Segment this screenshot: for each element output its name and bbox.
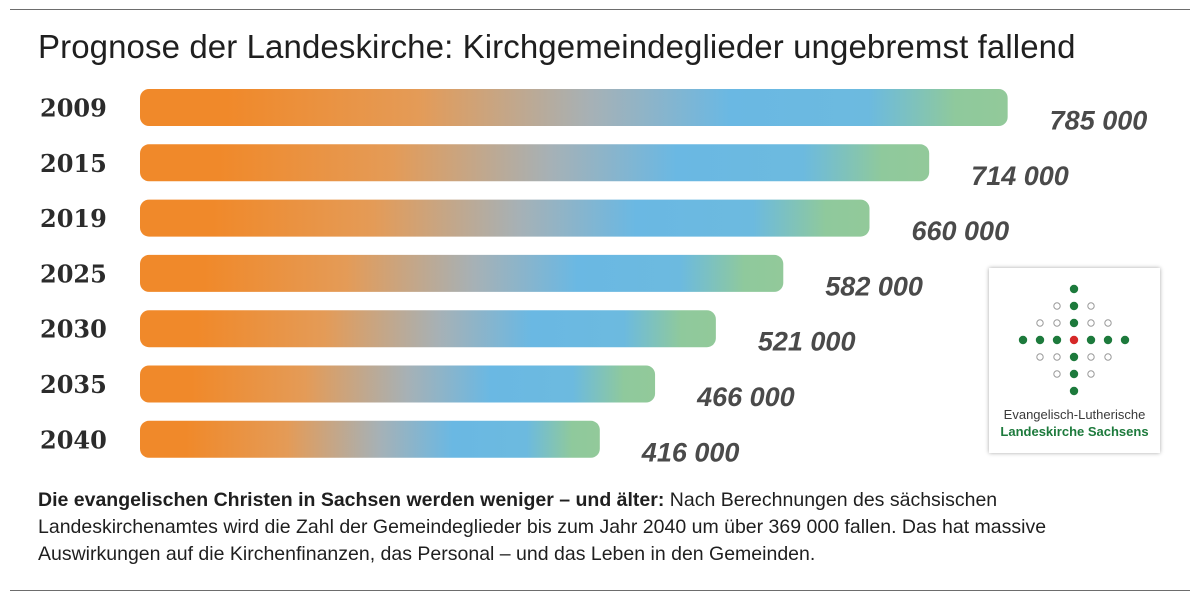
value-label-2040: 416 000 (641, 437, 740, 467)
bar-2025 (140, 254, 784, 292)
value-label-2019: 660 000 (911, 216, 1009, 246)
logo-dot (1087, 353, 1095, 361)
bar-2009 (140, 89, 1008, 126)
logo-dot (1086, 335, 1096, 345)
year-label-2015: 2015 (40, 149, 107, 178)
logo-dot (1053, 319, 1061, 327)
logo-dot (1069, 301, 1079, 311)
logo-dot (1053, 370, 1061, 378)
caption-lead: Die evangelischen Christen in Sachsen we… (38, 489, 665, 511)
logo-dot (1069, 386, 1079, 396)
logo-dot (1087, 370, 1095, 378)
logo-dot (1036, 319, 1044, 327)
year-label-2025: 2025 (40, 259, 107, 288)
bottom-rule (10, 590, 1190, 591)
year-label-2040: 2040 (40, 425, 107, 454)
top-rule (10, 9, 1190, 10)
logo-dot (1069, 352, 1079, 362)
logo-dot (1052, 335, 1062, 345)
logo-dot (1120, 335, 1130, 345)
bar-2035 (140, 365, 656, 403)
caption-body: Nach Berechnungen des sächsischen Landes… (38, 489, 1047, 565)
logo-dot (1103, 335, 1113, 345)
value-label-2030: 521 000 (758, 327, 856, 357)
logo-text-line1: Evangelisch-Lutherische (1003, 407, 1146, 422)
logo-dot (1087, 319, 1095, 327)
logo-dot (1036, 353, 1044, 361)
year-label-2035: 2035 (40, 370, 107, 399)
value-label-2015: 714 000 (971, 161, 1069, 191)
cross-dots-emblem (1018, 284, 1130, 396)
logo-dot (1069, 284, 1079, 294)
year-label-2030: 2030 (40, 315, 107, 344)
bar-2019 (140, 199, 870, 237)
logo-dot (1069, 318, 1079, 328)
logo-dot (1104, 319, 1112, 327)
logo-dot (1087, 302, 1095, 310)
chart-title: Prognose der Landeskirche: Kirchgemeinde… (38, 28, 1076, 65)
logo-dot (1035, 335, 1045, 345)
year-label-2009: 2009 (40, 94, 107, 123)
bar-chart: 2009 785 000 2015 714 000 2019 660 000 2025 582… (40, 89, 1148, 467)
year-label-2019: 2019 (40, 204, 107, 233)
logo-dot (1104, 353, 1112, 361)
logo-dot (1069, 369, 1079, 379)
bar-2030 (140, 310, 716, 348)
logo-text-line2: Landeskirche Sachsens (1000, 424, 1149, 439)
church-logo: Evangelisch-Lutherische Landeskirche Sac… (989, 268, 1160, 453)
bar-2015 (140, 144, 930, 182)
value-label-2009: 785 000 (1050, 106, 1148, 136)
value-label-2035: 466 000 (696, 382, 795, 412)
logo-center-dot (1069, 335, 1079, 345)
logo-dot (1018, 335, 1028, 345)
caption: Die evangelischen Christen in Sachsen we… (38, 487, 1168, 568)
value-label-2025: 582 000 (825, 271, 923, 301)
bar-2040 (140, 420, 600, 458)
logo-dot (1053, 353, 1061, 361)
logo-dot (1053, 302, 1061, 310)
